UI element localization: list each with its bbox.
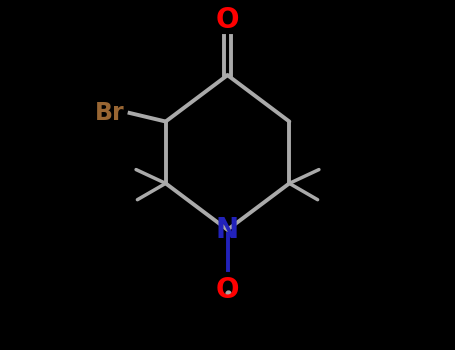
Text: O: O: [216, 276, 239, 304]
Text: O: O: [216, 6, 239, 34]
Text: N: N: [216, 216, 239, 244]
Text: Br: Br: [95, 101, 124, 125]
